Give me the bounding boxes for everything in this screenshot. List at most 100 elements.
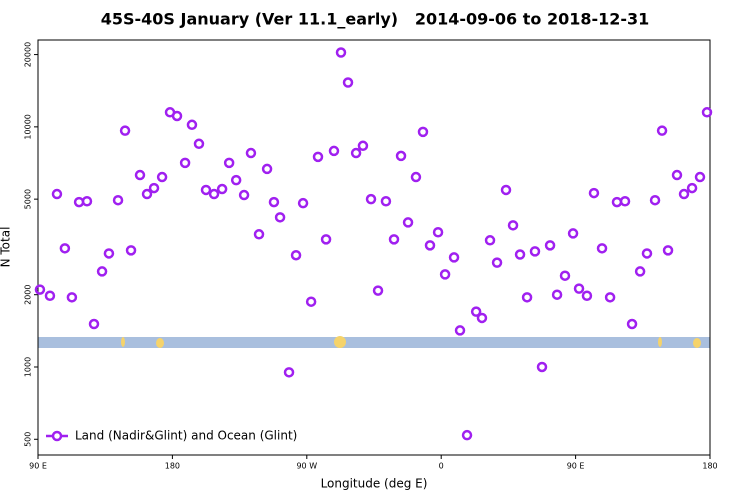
point: [507, 220, 519, 231]
y-tick-label: 1000: [24, 357, 33, 377]
point: [253, 229, 265, 240]
x-tick-label: 90 E: [29, 462, 47, 471]
y-tick-label: 10000: [24, 114, 33, 139]
point: [573, 283, 585, 294]
point: [410, 171, 422, 183]
point: [350, 147, 362, 159]
point: [671, 169, 683, 181]
point: [388, 234, 400, 245]
point: [290, 249, 302, 261]
point: [626, 318, 638, 330]
point: [186, 119, 198, 131]
point: [424, 240, 436, 251]
point: [342, 77, 354, 88]
point: [536, 361, 548, 373]
land-ocean-strip: [38, 336, 710, 348]
point: [119, 125, 131, 136]
point: [51, 188, 63, 200]
point: [261, 163, 273, 175]
point: [230, 174, 242, 186]
point: [514, 249, 526, 260]
point: [395, 150, 407, 162]
point: [66, 292, 78, 303]
legend-label: Land (Nadir&Glint) and Ocean (Glint): [75, 429, 297, 443]
x-tick-label: 0: [439, 462, 444, 471]
point: [357, 140, 369, 152]
point: [454, 325, 466, 336]
x-axis-label: Longitude (deg E): [321, 477, 428, 491]
point: [59, 243, 71, 254]
x-tick-label: 90 E: [567, 462, 585, 471]
point: [380, 196, 392, 207]
point: [134, 169, 146, 181]
point: [588, 187, 600, 199]
point: [649, 194, 661, 206]
point: [208, 188, 220, 200]
point: [678, 188, 690, 200]
point: [171, 110, 183, 122]
chart-title: 45S-40S January (Ver 11.1_early) 2014-09…: [101, 10, 650, 29]
point: [305, 296, 317, 307]
point: [662, 245, 674, 256]
point: [521, 292, 533, 303]
point: [238, 189, 250, 201]
point: [81, 196, 93, 207]
point: [88, 318, 100, 330]
point: [328, 145, 340, 157]
y-axis-label: N Total: [0, 227, 13, 268]
point: [439, 269, 451, 280]
x-tick-label: 180: [165, 462, 180, 471]
point: [112, 194, 124, 206]
point: [500, 184, 512, 196]
point: [216, 183, 228, 195]
point: [544, 240, 556, 251]
point: [312, 151, 324, 163]
point: [701, 107, 713, 118]
y-tick-label: 20000: [24, 42, 33, 67]
point: [96, 266, 108, 277]
point: [476, 312, 488, 324]
point: [193, 138, 205, 150]
point: [448, 252, 460, 263]
point: [604, 292, 616, 303]
point: [432, 227, 444, 238]
point: [223, 157, 235, 169]
point: [148, 182, 160, 194]
legend-marker: [51, 430, 63, 442]
x-tick-label: 180: [702, 462, 717, 471]
point: [694, 171, 706, 183]
point: [34, 284, 46, 295]
point: [491, 257, 503, 268]
point: [103, 248, 115, 259]
point: [484, 235, 496, 246]
y-tick-label: 500: [24, 432, 33, 447]
point: [567, 228, 579, 239]
x-tick-label: 90 W: [296, 462, 317, 471]
point: [200, 184, 212, 196]
point: [529, 246, 541, 257]
point: [320, 234, 332, 245]
point: [656, 125, 668, 136]
point: [268, 196, 280, 208]
point: [335, 47, 347, 58]
point: [141, 188, 153, 200]
point: [125, 245, 137, 256]
point: [297, 197, 309, 209]
point: [619, 196, 631, 207]
point: [611, 196, 623, 208]
point: [372, 285, 384, 296]
point: [581, 290, 593, 301]
y-tick-label: 5000: [24, 189, 33, 209]
point: [179, 157, 191, 169]
point: [470, 306, 482, 317]
point: [283, 367, 295, 378]
point: [634, 266, 646, 277]
plot-frame: [37, 39, 711, 456]
point: [417, 126, 429, 138]
point: [156, 171, 168, 183]
y-tick-label: 2000: [24, 285, 33, 305]
point: [461, 429, 473, 441]
point: [559, 270, 571, 281]
point: [551, 289, 563, 300]
